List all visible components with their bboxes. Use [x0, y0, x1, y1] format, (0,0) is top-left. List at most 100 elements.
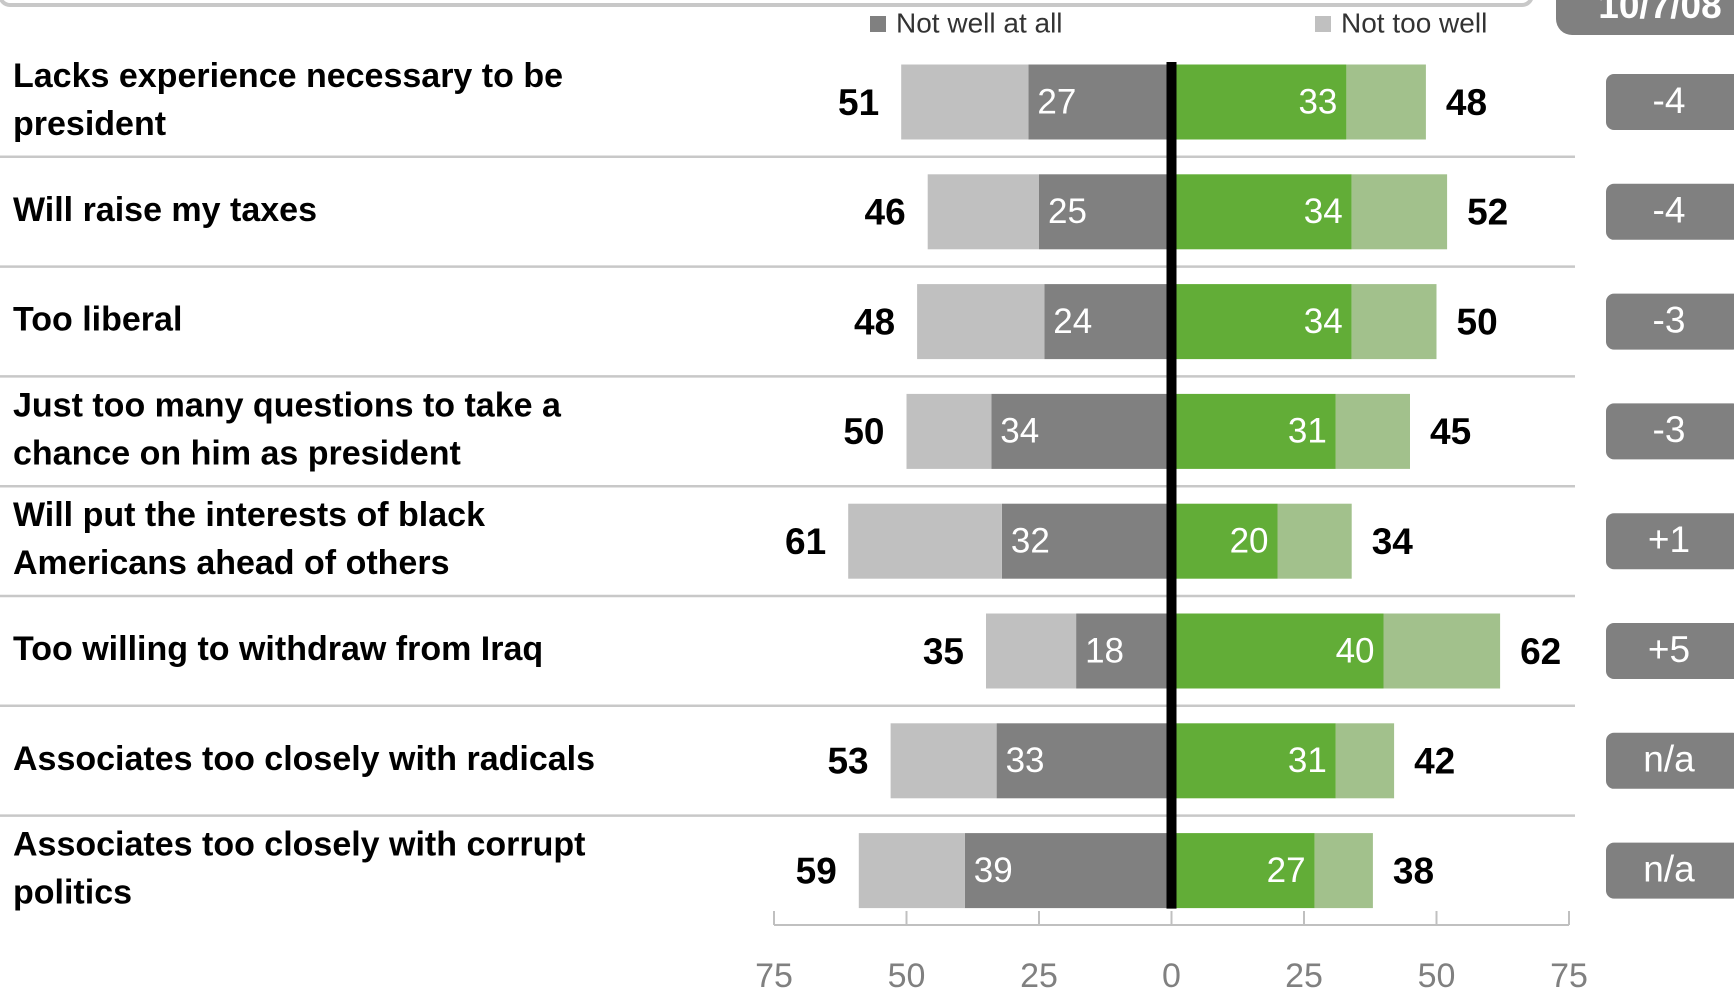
- category-line: Too willing to withdraw from Iraq: [13, 630, 543, 668]
- bar-segment: [1171, 723, 1336, 799]
- bar-segment: [1171, 393, 1336, 469]
- right-total: 42: [1414, 741, 1455, 782]
- category-line: Will raise my taxes: [13, 191, 317, 229]
- category-label: Just too many questions to take a chance …: [13, 386, 562, 472]
- category-line: chance on him as president: [13, 434, 461, 472]
- change-box: [1606, 732, 1734, 789]
- right-total: 62: [1520, 631, 1561, 672]
- change-label: +5: [1648, 629, 1690, 670]
- change-box: [1606, 293, 1734, 350]
- x-tick-label: 75: [755, 957, 793, 993]
- category-label: Too willing to withdraw from Iraq: [13, 630, 543, 668]
- segment-label: 27: [1037, 82, 1076, 121]
- bar-segment: [1171, 174, 1352, 250]
- change-box: [1606, 74, 1734, 130]
- bar-segment: [1335, 723, 1395, 799]
- bar-segment: [906, 393, 992, 469]
- legend-swatch: [1315, 16, 1331, 32]
- segment-label: 31: [1288, 741, 1327, 780]
- segment-label: 34: [1000, 412, 1039, 451]
- right-total: 34: [1372, 521, 1414, 562]
- left-total: 59: [796, 850, 837, 891]
- bar-segment: [1335, 393, 1410, 469]
- bar-segment: [1314, 833, 1373, 909]
- change-label: -4: [1653, 80, 1686, 121]
- change-box: [1606, 842, 1734, 899]
- change-box: [1606, 183, 1734, 240]
- left-total: 51: [838, 82, 879, 123]
- bar-segment: [927, 174, 1039, 250]
- segment-label: 39: [974, 851, 1013, 890]
- change-label: -3: [1653, 409, 1686, 450]
- category-label: Lacks experience necessary to be presiden…: [13, 57, 563, 143]
- category-line: Associates too closely with radicals: [13, 740, 595, 778]
- bar-segment: [1171, 64, 1347, 140]
- category-line: Will put the interests of black: [13, 496, 485, 534]
- x-tick-label: 25: [1285, 957, 1323, 993]
- legend-swatch: [870, 16, 886, 32]
- segment-label: 34: [1304, 302, 1343, 341]
- change-box: [1606, 623, 1734, 679]
- category-line: Americans ahead of others: [13, 544, 449, 582]
- right-total: 45: [1430, 411, 1471, 452]
- right-total: 52: [1467, 192, 1508, 233]
- category-label: Associates too closely with corrupt polit…: [13, 826, 585, 912]
- left-total: 50: [843, 411, 884, 452]
- category-label: Associates too closely with radicals: [13, 740, 595, 778]
- bar-segment: [1076, 613, 1172, 689]
- bar-segment: [1039, 174, 1172, 250]
- change-label: n/a: [1643, 848, 1695, 889]
- x-tick-label: 50: [1418, 957, 1456, 993]
- bar-segment: [890, 723, 997, 799]
- bar-segment: [1171, 613, 1384, 689]
- segment-label: 32: [1011, 521, 1050, 560]
- bar-segment: [1028, 64, 1172, 140]
- segment-label: 40: [1336, 631, 1375, 670]
- x-tick-label: 75: [1550, 957, 1588, 993]
- segment-label: 20: [1230, 521, 1269, 560]
- legend-label: Not well at all: [896, 7, 1063, 38]
- change-label: +1: [1648, 519, 1690, 560]
- left-total: 35: [923, 631, 964, 672]
- change-header-tab: [1556, 0, 1734, 35]
- bar-segment: [1277, 503, 1352, 579]
- segment-label: 33: [1298, 82, 1337, 121]
- segment-label: 27: [1267, 851, 1306, 890]
- change-box: [1606, 513, 1734, 570]
- segment-label: 31: [1288, 412, 1327, 451]
- bar-segment: [917, 284, 1045, 360]
- bar-segment: [1351, 174, 1448, 250]
- bar-segment: [1044, 284, 1172, 360]
- bar-segment: [986, 613, 1077, 689]
- segment-label: 34: [1304, 192, 1343, 231]
- right-total: 50: [1457, 301, 1498, 342]
- bar-segment: [1383, 613, 1501, 689]
- bar-segment: [858, 833, 965, 909]
- top-frame: [0, 0, 1533, 7]
- left-total: 48: [854, 301, 895, 342]
- segment-label: 24: [1053, 302, 1092, 341]
- legend-label: Not too well: [1341, 7, 1487, 38]
- category-label: Too liberal: [13, 301, 182, 339]
- category-label: Will raise my taxes: [13, 191, 317, 229]
- bar-segment: [1171, 503, 1278, 579]
- change-box: [1606, 403, 1734, 460]
- category-line: Just too many questions to take a: [13, 386, 562, 424]
- change-label: -3: [1653, 299, 1686, 340]
- change-label: n/a: [1643, 739, 1695, 780]
- segment-label: 33: [1006, 741, 1045, 780]
- segment-label: 18: [1085, 631, 1124, 670]
- category-label: Will put the interests of black Americans…: [13, 496, 485, 582]
- bar-segment: [1351, 284, 1437, 360]
- bar-segment: [1001, 503, 1172, 579]
- bar-segment: [964, 833, 1172, 909]
- x-tick-label: 25: [1020, 957, 1058, 993]
- change-label: -4: [1653, 190, 1686, 231]
- change-header: 10/7/08: [1598, 0, 1721, 26]
- x-tick-label: 0: [1162, 957, 1181, 993]
- left-total: 53: [827, 741, 868, 782]
- left-total: 61: [785, 521, 826, 562]
- category-line: politics: [13, 874, 132, 912]
